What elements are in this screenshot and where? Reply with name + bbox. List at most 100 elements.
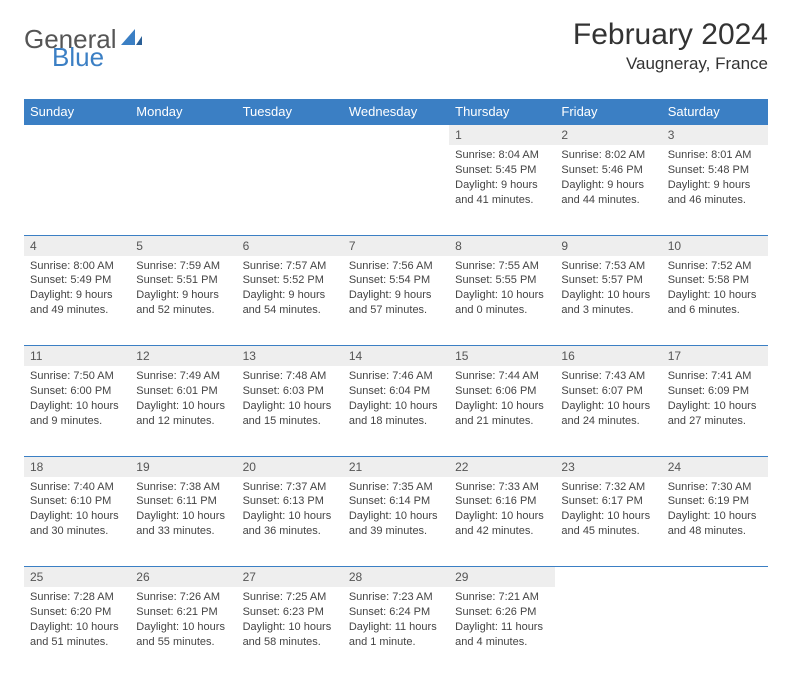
day-number-cell: 12 <box>130 346 236 367</box>
sunset-text: Sunset: 6:26 PM <box>455 605 549 620</box>
logo-sail-icon <box>121 27 143 52</box>
day-detail-cell: Sunrise: 8:00 AMSunset: 5:49 PMDaylight:… <box>24 256 130 346</box>
day-number-cell: 25 <box>24 567 130 588</box>
sunset-text: Sunset: 6:01 PM <box>136 384 230 399</box>
day-number-cell: 14 <box>343 346 449 367</box>
sunset-text: Sunset: 6:04 PM <box>349 384 443 399</box>
day-number-cell: 1 <box>449 125 555 146</box>
day-number-cell: 26 <box>130 567 236 588</box>
title-block: February 2024 Vaugneray, France <box>573 18 768 74</box>
day-detail-cell: Sunrise: 7:50 AMSunset: 6:00 PMDaylight:… <box>24 366 130 456</box>
day-number-cell: 24 <box>662 456 768 477</box>
daylight-text: Daylight: 9 hours and 46 minutes. <box>668 178 762 208</box>
sunset-text: Sunset: 6:23 PM <box>243 605 337 620</box>
day-detail-cell: Sunrise: 8:02 AMSunset: 5:46 PMDaylight:… <box>555 145 661 235</box>
day-number-cell <box>24 125 130 146</box>
col-header: Wednesday <box>343 99 449 125</box>
sunset-text: Sunset: 6:06 PM <box>455 384 549 399</box>
sunrise-text: Sunrise: 7:37 AM <box>243 480 337 495</box>
sunset-text: Sunset: 6:14 PM <box>349 494 443 509</box>
calendar-body: 123Sunrise: 8:04 AMSunset: 5:45 PMDaylig… <box>24 125 768 677</box>
day-detail-cell <box>555 587 661 677</box>
daylight-text: Daylight: 10 hours and 12 minutes. <box>136 399 230 429</box>
day-detail-cell: Sunrise: 7:21 AMSunset: 6:26 PMDaylight:… <box>449 587 555 677</box>
sunrise-text: Sunrise: 7:32 AM <box>561 480 655 495</box>
day-detail-cell: Sunrise: 7:25 AMSunset: 6:23 PMDaylight:… <box>237 587 343 677</box>
location-label: Vaugneray, France <box>573 54 768 74</box>
day-number-cell: 20 <box>237 456 343 477</box>
sunrise-text: Sunrise: 7:26 AM <box>136 590 230 605</box>
daylight-text: Daylight: 10 hours and 45 minutes. <box>561 509 655 539</box>
day-number-cell: 22 <box>449 456 555 477</box>
day-number-cell: 18 <box>24 456 130 477</box>
day-detail-cell: Sunrise: 7:55 AMSunset: 5:55 PMDaylight:… <box>449 256 555 346</box>
sunrise-text: Sunrise: 8:04 AM <box>455 148 549 163</box>
sunset-text: Sunset: 5:52 PM <box>243 273 337 288</box>
daylight-text: Daylight: 10 hours and 0 minutes. <box>455 288 549 318</box>
day-number-row: 18192021222324 <box>24 456 768 477</box>
sunrise-text: Sunrise: 7:41 AM <box>668 369 762 384</box>
day-detail-cell: Sunrise: 7:46 AMSunset: 6:04 PMDaylight:… <box>343 366 449 456</box>
sunrise-text: Sunrise: 7:56 AM <box>349 259 443 274</box>
sunset-text: Sunset: 6:17 PM <box>561 494 655 509</box>
day-number-cell: 3 <box>662 125 768 146</box>
day-number-cell: 19 <box>130 456 236 477</box>
daylight-text: Daylight: 9 hours and 57 minutes. <box>349 288 443 318</box>
daylight-text: Daylight: 10 hours and 55 minutes. <box>136 620 230 650</box>
day-number-cell: 15 <box>449 346 555 367</box>
day-detail-cell <box>130 145 236 235</box>
day-number-cell: 7 <box>343 235 449 256</box>
day-number-row: 11121314151617 <box>24 346 768 367</box>
sunrise-text: Sunrise: 7:57 AM <box>243 259 337 274</box>
day-number-cell: 11 <box>24 346 130 367</box>
sunrise-text: Sunrise: 7:21 AM <box>455 590 549 605</box>
day-detail-cell: Sunrise: 7:23 AMSunset: 6:24 PMDaylight:… <box>343 587 449 677</box>
sunset-text: Sunset: 5:46 PM <box>561 163 655 178</box>
day-number-row: 123 <box>24 125 768 146</box>
sunset-text: Sunset: 5:58 PM <box>668 273 762 288</box>
day-detail-cell: Sunrise: 7:44 AMSunset: 6:06 PMDaylight:… <box>449 366 555 456</box>
daylight-text: Daylight: 11 hours and 1 minute. <box>349 620 443 650</box>
day-detail-cell: Sunrise: 7:49 AMSunset: 6:01 PMDaylight:… <box>130 366 236 456</box>
daylight-text: Daylight: 9 hours and 44 minutes. <box>561 178 655 208</box>
sunset-text: Sunset: 5:48 PM <box>668 163 762 178</box>
day-number-cell: 23 <box>555 456 661 477</box>
day-detail-cell: Sunrise: 7:26 AMSunset: 6:21 PMDaylight:… <box>130 587 236 677</box>
day-number-row: 45678910 <box>24 235 768 256</box>
sunrise-text: Sunrise: 7:53 AM <box>561 259 655 274</box>
month-title: February 2024 <box>573 18 768 52</box>
sunset-text: Sunset: 6:20 PM <box>30 605 124 620</box>
daylight-text: Daylight: 10 hours and 18 minutes. <box>349 399 443 429</box>
sunset-text: Sunset: 6:09 PM <box>668 384 762 399</box>
daylight-text: Daylight: 10 hours and 3 minutes. <box>561 288 655 318</box>
sunset-text: Sunset: 5:51 PM <box>136 273 230 288</box>
sunrise-text: Sunrise: 7:49 AM <box>136 369 230 384</box>
day-detail-cell <box>237 145 343 235</box>
daylight-text: Daylight: 10 hours and 42 minutes. <box>455 509 549 539</box>
calendar-table: Sunday Monday Tuesday Wednesday Thursday… <box>24 99 768 677</box>
daylight-text: Daylight: 10 hours and 33 minutes. <box>136 509 230 539</box>
day-number-row: 2526272829 <box>24 567 768 588</box>
day-detail-cell <box>343 145 449 235</box>
day-detail-cell: Sunrise: 7:56 AMSunset: 5:54 PMDaylight:… <box>343 256 449 346</box>
sunset-text: Sunset: 6:00 PM <box>30 384 124 399</box>
sunrise-text: Sunrise: 7:33 AM <box>455 480 549 495</box>
sunset-text: Sunset: 5:49 PM <box>30 273 124 288</box>
day-detail-cell: Sunrise: 7:35 AMSunset: 6:14 PMDaylight:… <box>343 477 449 567</box>
day-number-cell <box>343 125 449 146</box>
sunset-text: Sunset: 6:07 PM <box>561 384 655 399</box>
sunset-text: Sunset: 6:10 PM <box>30 494 124 509</box>
day-number-cell: 21 <box>343 456 449 477</box>
daylight-text: Daylight: 10 hours and 48 minutes. <box>668 509 762 539</box>
sunrise-text: Sunrise: 7:40 AM <box>30 480 124 495</box>
day-number-cell: 17 <box>662 346 768 367</box>
sunrise-text: Sunrise: 7:25 AM <box>243 590 337 605</box>
day-number-cell: 4 <box>24 235 130 256</box>
day-detail-row: Sunrise: 7:40 AMSunset: 6:10 PM Daylight:… <box>24 477 768 567</box>
sunset-text: Sunset: 5:55 PM <box>455 273 549 288</box>
day-detail-cell: Sunrise: 7:53 AMSunset: 5:57 PMDaylight:… <box>555 256 661 346</box>
sunrise-text: Sunrise: 7:48 AM <box>243 369 337 384</box>
day-number-cell <box>662 567 768 588</box>
col-header: Sunday <box>24 99 130 125</box>
sunset-text: Sunset: 5:45 PM <box>455 163 549 178</box>
